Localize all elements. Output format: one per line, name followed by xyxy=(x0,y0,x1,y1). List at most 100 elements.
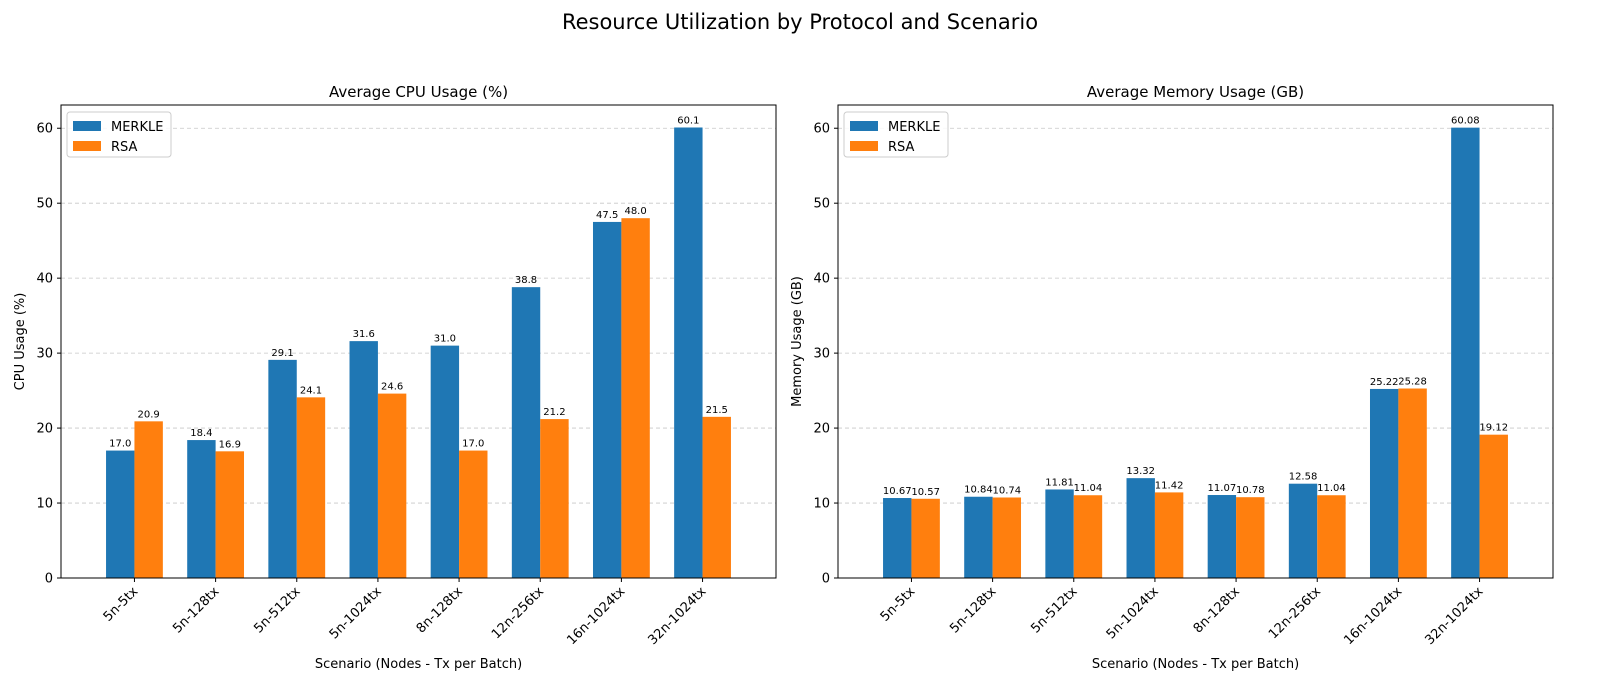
cpu-axes-title: Average CPU Usage (%) xyxy=(329,83,508,101)
cpu-ytick-label: 10 xyxy=(36,497,53,512)
cpu-data-label: 31.0 xyxy=(434,334,456,345)
mem-xtick-label: 5n-512tx xyxy=(1028,584,1080,636)
mem-bar-merkle xyxy=(1288,483,1318,578)
cpu-data-label: 31.6 xyxy=(353,329,375,340)
mem-xtick-label: 5n-5tx xyxy=(878,584,919,625)
mem-data-label: 25.28 xyxy=(1398,377,1427,388)
mem-ylabel: Memory Usage (GB) xyxy=(790,276,805,407)
figure-title: Resource Utilization by Protocol and Sce… xyxy=(561,10,1039,34)
cpu-data-label: 17.0 xyxy=(109,439,131,450)
cpu-chart: 17.0 18.4 29.1 31.6 31.0 38.8 47.5 60.1 20.9 16.9… xyxy=(13,83,777,672)
cpu-data-label: 21.2 xyxy=(543,407,565,418)
mem-bar-rsa xyxy=(992,497,1022,578)
mem-xtick-label: 8n-128tx xyxy=(1191,584,1243,636)
mem-bar-merkle xyxy=(1207,495,1237,578)
cpu-xtick-label: 5n-1024tx xyxy=(327,584,385,642)
cpu-legend-label: RSA xyxy=(111,140,138,155)
mem-bar-rsa xyxy=(911,498,940,578)
mem-bar-merkle xyxy=(1045,489,1074,578)
mem-bar-rsa xyxy=(1236,497,1265,578)
cpu-data-label: 20.9 xyxy=(138,409,160,420)
cpu-ytick-label: 20 xyxy=(36,422,53,437)
mem-bar-merkle xyxy=(1451,127,1480,578)
mem-axes-frame xyxy=(837,104,1554,579)
mem-data-label: 10.78 xyxy=(1236,485,1265,496)
mem-xtick-label: 5n-1024tx xyxy=(1104,584,1162,642)
cpu-xlabel: Scenario (Nodes - Tx per Batch) xyxy=(315,657,522,672)
mem-data-label: 12.58 xyxy=(1289,472,1318,483)
cpu-data-label: 48.0 xyxy=(624,206,646,217)
cpu-axes-frame xyxy=(60,104,777,579)
cpu-bar-merkle xyxy=(430,345,460,578)
cpu-data-label: 60.1 xyxy=(677,115,699,126)
mem-data-label: 11.04 xyxy=(1317,483,1346,494)
cpu-ytick-label: 30 xyxy=(36,347,53,362)
cpu-bar-rsa xyxy=(296,397,326,578)
mem-data-label: 25.22 xyxy=(1370,377,1399,388)
cpu-ytick-label: 40 xyxy=(36,272,53,287)
cpu-data-label: 16.9 xyxy=(219,439,241,450)
mem-xtick-label: 32n-1024tx xyxy=(1422,584,1486,648)
mem-data-label: 13.32 xyxy=(1126,466,1155,477)
cpu-xtick-label: 8n-128tx xyxy=(414,584,466,636)
cpu-legend-label: MERKLE xyxy=(111,120,163,135)
mem-bar-merkle xyxy=(1126,478,1155,578)
mem-xtick-label: 12n-256tx xyxy=(1266,584,1324,642)
cpu-bar-rsa xyxy=(377,393,407,578)
cpu-data-label: 47.5 xyxy=(596,210,618,221)
cpu-data-label: 17.0 xyxy=(462,439,484,450)
cpu-bar-merkle xyxy=(187,440,216,578)
mem-legend-label: RSA xyxy=(888,140,915,155)
mem-bar-rsa xyxy=(1073,495,1103,578)
cpu-xtick-label: 12n-256tx xyxy=(489,584,547,642)
cpu-data-label: 38.8 xyxy=(515,275,537,286)
mem-bar-merkle xyxy=(964,496,993,578)
cpu-ytick-label: 50 xyxy=(36,197,53,212)
cpu-ylabel: CPU Usage (%) xyxy=(13,293,28,391)
mem-axes-title: Average Memory Usage (GB) xyxy=(1087,83,1304,101)
mem-data-label: 11.04 xyxy=(1074,483,1103,494)
mem-data-label: 11.81 xyxy=(1045,477,1074,488)
cpu-data-label: 24.6 xyxy=(381,382,403,393)
mem-data-label: 11.07 xyxy=(1208,483,1237,494)
cpu-bar-rsa xyxy=(215,451,245,578)
cpu-legend-swatch-merkle xyxy=(73,121,101,131)
cpu-bar-rsa xyxy=(621,218,650,578)
cpu-legend-swatch-rsa xyxy=(73,141,101,151)
mem-ytick-label: 50 xyxy=(813,197,830,212)
mem-data-label: 10.84 xyxy=(964,485,993,496)
cpu-bar-merkle xyxy=(511,287,541,578)
mem-data-label: 60.08 xyxy=(1451,116,1480,127)
cpu-bar-rsa xyxy=(702,416,731,578)
cpu-bar-merkle xyxy=(592,221,622,579)
mem-bar-rsa xyxy=(1479,434,1508,578)
mem-data-label: 10.67 xyxy=(883,486,912,497)
mem-bar-rsa xyxy=(1317,495,1346,578)
cpu-xtick-label: 5n-5tx xyxy=(101,584,142,625)
cpu-data-label: 24.1 xyxy=(300,385,322,396)
mem-data-label: 10.57 xyxy=(911,487,940,498)
cpu-data-label: 21.5 xyxy=(706,405,728,416)
mem-ytick-label: 10 xyxy=(813,497,830,512)
cpu-bar-rsa xyxy=(459,450,488,578)
cpu-ytick-label: 0 xyxy=(45,572,53,587)
mem-ytick-label: 20 xyxy=(813,422,830,437)
mem-bar-merkle xyxy=(883,498,912,578)
cpu-xtick-label: 5n-128tx xyxy=(170,584,222,636)
cpu-bar-merkle xyxy=(268,359,297,578)
cpu-bar-rsa xyxy=(540,419,569,578)
cpu-data-label: 18.4 xyxy=(190,428,212,439)
mem-xtick-label: 16n-1024tx xyxy=(1341,584,1405,648)
mem-chart: 10.67 10.84 11.81 13.32 11.07 12.58 25.22 60.08… xyxy=(790,83,1554,672)
mem-bar-rsa xyxy=(1398,388,1427,578)
mem-bar-rsa xyxy=(1154,492,1184,578)
mem-data-label: 10.74 xyxy=(992,485,1021,496)
mem-legend-label: MERKLE xyxy=(888,120,940,135)
mem-ytick-label: 40 xyxy=(813,272,830,287)
mem-legend-swatch-rsa xyxy=(850,141,878,151)
mem-xlabel: Scenario (Nodes - Tx per Batch) xyxy=(1092,657,1299,672)
cpu-bar-merkle xyxy=(349,341,378,578)
cpu-xtick-label: 32n-1024tx xyxy=(645,584,709,648)
